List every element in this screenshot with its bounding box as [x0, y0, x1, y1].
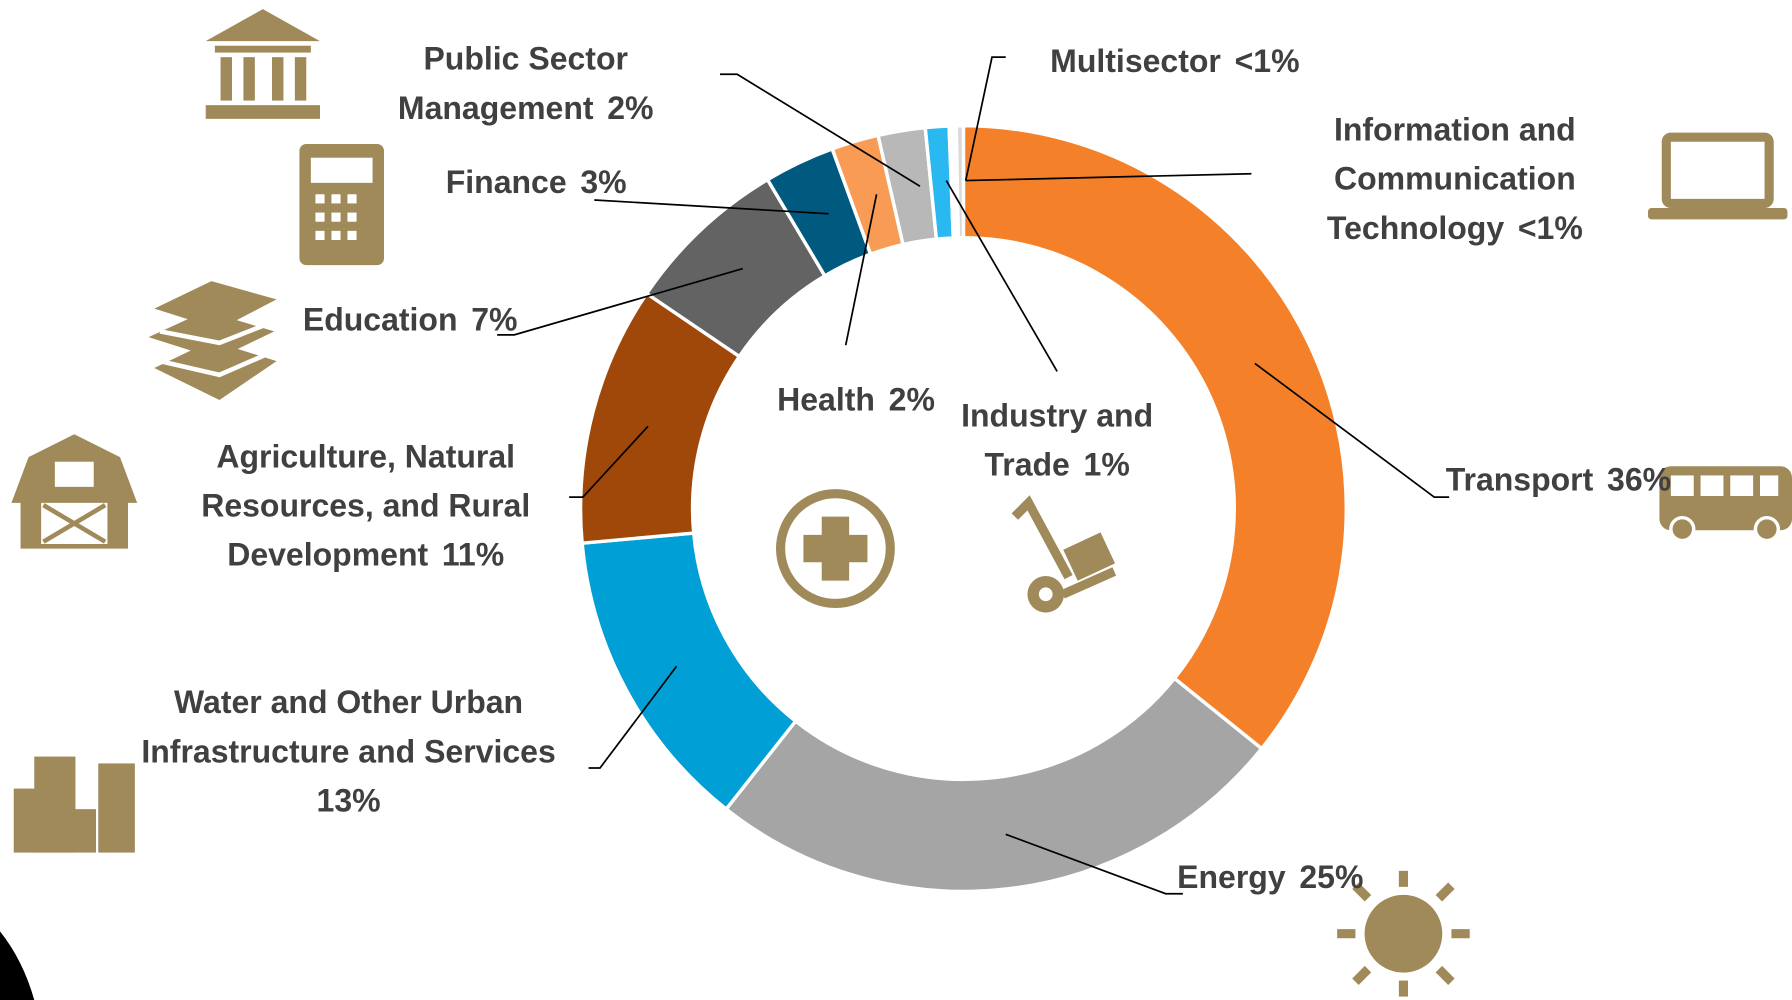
- leader-line: [588, 665, 678, 769]
- leader-line: [1254, 362, 1450, 498]
- leader-line: [594, 199, 829, 215]
- leader-line: [719, 73, 921, 188]
- leader-line: [569, 425, 649, 498]
- icon-barn: [11, 434, 138, 549]
- value-label: 2%: [888, 381, 935, 418]
- icon-calculator: [299, 143, 384, 266]
- slice-label: Agriculture, Natural Resources, and Rura…: [177, 432, 554, 579]
- value-label: 1%: [1083, 446, 1130, 483]
- category-name: Health: [777, 381, 875, 418]
- leader-lines: [497, 56, 1450, 895]
- leader-line: [964, 56, 1006, 181]
- donut: [578, 123, 1348, 894]
- leader-line: [497, 267, 744, 336]
- icon-trolley: [1011, 495, 1117, 613]
- leader-line: [844, 194, 878, 346]
- icon-health: [775, 489, 895, 608]
- category-name: Finance: [445, 164, 567, 200]
- icon-bus: [1659, 466, 1792, 543]
- icon-laptop: [1647, 132, 1788, 220]
- slice-label: Energy 25%: [1177, 853, 1363, 902]
- category-name: Transport: [1445, 461, 1594, 498]
- icon-sun: [1337, 870, 1470, 997]
- corner-shape: [0, 931, 35, 1000]
- category-name: Information and Communication Technology: [1326, 111, 1576, 246]
- value-label: 2%: [607, 90, 654, 126]
- category-name: Agriculture, Natural Resources, and Rura…: [201, 438, 531, 573]
- slice-label: Transport 36%: [1445, 455, 1671, 504]
- value-label: 13%: [316, 782, 381, 819]
- category-name: Public Sector Management: [397, 41, 628, 126]
- category-name: Water and Other Urban Infrastructure and…: [141, 684, 556, 770]
- slice-label: Water and Other Urban Infrastructure and…: [137, 678, 560, 825]
- slice: [961, 123, 1348, 752]
- value-label: <1%: [1234, 43, 1300, 79]
- category-name: Energy: [1177, 859, 1286, 895]
- category-name: Multisector: [1050, 43, 1221, 79]
- category-name: Industry and Trade: [961, 397, 1154, 483]
- slice-label: Public Sector Management 2%: [360, 34, 691, 132]
- slice: [954, 123, 966, 240]
- icon-buildings: [13, 756, 135, 853]
- leader-line: [945, 180, 1058, 372]
- slice-label: Information and Communication Technology…: [1295, 105, 1615, 252]
- category-name: Education: [302, 301, 458, 338]
- value-label: <1%: [1517, 210, 1583, 246]
- leader-line: [1005, 833, 1183, 895]
- value-label: 25%: [1299, 859, 1364, 895]
- value-label: 11%: [441, 537, 505, 573]
- value-label: 36%: [1607, 461, 1672, 498]
- slice-label: Multisector <1%: [992, 37, 1358, 86]
- value-label: 3%: [580, 164, 627, 200]
- value-label: 7%: [471, 301, 518, 338]
- icon-bank: [205, 9, 320, 119]
- slice-label: Finance 3%: [445, 158, 627, 207]
- slice-label: Education 7%: [302, 295, 518, 344]
- icons: [11, 9, 1792, 997]
- leader-line: [965, 172, 1252, 182]
- slice-label: Industry and Trade 1%: [937, 391, 1177, 489]
- slice-label: Health 2%: [777, 375, 935, 424]
- slice: [723, 675, 1265, 894]
- icon-books: [148, 281, 277, 400]
